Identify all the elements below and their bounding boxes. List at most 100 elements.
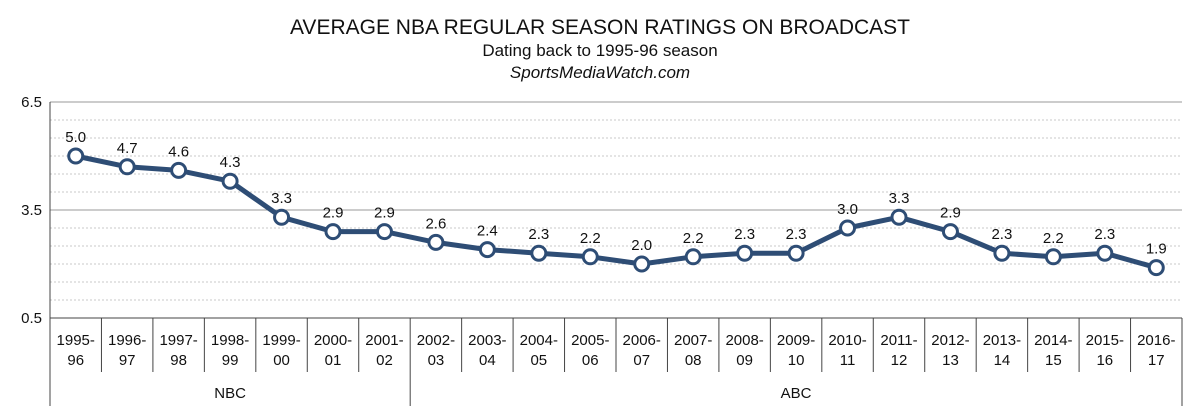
x-tick-label: 2009-: [777, 332, 815, 349]
y-tick-label: 3.5: [21, 202, 42, 219]
y-axis: 6.5 3.5 0.5: [21, 94, 51, 327]
y-tick-label: 0.5: [21, 310, 42, 327]
grid-lines: [50, 101, 1182, 301]
group-label-abc: ABC: [781, 385, 812, 402]
x-tick-label: 1997-: [159, 332, 197, 349]
data-point: [118, 158, 136, 176]
x-tick-label: 96: [67, 352, 84, 369]
x-tick-label: 13: [942, 352, 959, 369]
data-point: [273, 208, 291, 226]
x-tick-label: 2011-: [880, 332, 917, 349]
data-point: [221, 172, 239, 190]
x-axis: 1995- 96 1996- 97 1997- 98 1998- 99 1999- 00 2000-…: [49, 317, 1183, 406]
data-point: [170, 161, 188, 179]
data-point: [324, 223, 342, 241]
x-tick-label: 09: [736, 352, 753, 369]
data-label: 4.3: [220, 154, 241, 171]
data-point: [941, 223, 959, 241]
data-point: [839, 219, 857, 237]
x-tick-label: 01: [325, 352, 342, 369]
x-tick-label: 08: [685, 352, 702, 369]
data-label: 2.3: [1094, 226, 1115, 243]
data-point: [67, 147, 85, 165]
data-point: [1147, 259, 1165, 277]
data-label: 3.0: [837, 201, 858, 218]
data-label: 2.4: [477, 223, 498, 240]
x-tick-label: 04: [479, 352, 496, 369]
x-tick-label: 2003-: [468, 332, 506, 349]
data-label: 5.0: [65, 129, 86, 146]
x-tick-label: 2008-: [725, 332, 763, 349]
x-tick-label: 1996-: [108, 332, 146, 349]
x-tick-label: 2006-: [623, 332, 661, 349]
x-tick-label: 2005-: [571, 332, 609, 349]
data-label: 2.3: [528, 226, 549, 243]
data-series: 5.0 4.7 4.6 4.3 3.3 2.9 2.9 2.6 2.4 2.3 2.2 2.0 2.2 2…: [65, 129, 1167, 277]
data-point: [890, 208, 908, 226]
data-label: 2.2: [580, 230, 601, 247]
data-label: 2.9: [374, 205, 395, 222]
x-tick-label: 17: [1148, 352, 1165, 369]
series-line: [73, 153, 1159, 271]
x-tick-label: 2002-: [417, 332, 455, 349]
data-label: 1.9: [1146, 241, 1167, 258]
x-tick-label: 10: [788, 352, 805, 369]
x-tick-label: 11: [840, 352, 856, 369]
x-tick-label: 12: [891, 352, 908, 369]
x-tick-label: 2014-: [1034, 332, 1072, 349]
x-tick-label: 2015-: [1086, 332, 1124, 349]
x-tick-label: 1999-: [262, 332, 300, 349]
data-label: 2.9: [940, 205, 961, 222]
data-label: 2.3: [786, 226, 807, 243]
data-point: [478, 241, 496, 259]
x-tick-label: 98: [170, 352, 187, 369]
x-tick-label: 2013-: [983, 332, 1021, 349]
data-point: [684, 248, 702, 266]
data-point: [633, 255, 651, 273]
data-point: [993, 244, 1011, 262]
data-label: 4.6: [168, 143, 189, 160]
x-tick-label: 16: [1096, 352, 1113, 369]
data-label: 3.3: [271, 190, 292, 207]
x-tick-label: 2012-: [931, 332, 969, 349]
y-tick-label: 6.5: [21, 94, 42, 111]
data-label: 2.9: [323, 205, 344, 222]
x-tick-label: 2016-: [1137, 332, 1175, 349]
data-label: 4.7: [117, 140, 138, 157]
data-point: [787, 244, 805, 262]
x-tick-label: 03: [428, 352, 445, 369]
x-tick-label: 2004-: [520, 332, 558, 349]
x-tick-label: 99: [222, 352, 239, 369]
x-tick-label: 97: [119, 352, 136, 369]
x-tick-label: 00: [273, 352, 290, 369]
data-point: [427, 233, 445, 251]
data-label: 3.3: [889, 190, 910, 207]
chart-source: SportsMediaWatch.com: [510, 63, 690, 82]
x-tick-label: 2000-: [314, 332, 352, 349]
x-tick-label: 15: [1045, 352, 1062, 369]
x-tick-label: 06: [582, 352, 599, 369]
data-point: [1096, 244, 1114, 262]
data-point: [736, 244, 754, 262]
x-tick-label: 2001-: [365, 332, 403, 349]
x-tick-label: 1995-: [57, 332, 95, 349]
data-label: 2.0: [631, 237, 652, 254]
x-tick-label: 2007-: [674, 332, 712, 349]
x-tick-label: 07: [633, 352, 650, 369]
data-label: 2.3: [991, 226, 1012, 243]
data-label: 2.2: [1043, 230, 1064, 247]
data-point: [1044, 248, 1062, 266]
data-point: [530, 244, 548, 262]
x-tick-label: 2010-: [828, 332, 866, 349]
x-tick-label: 02: [376, 352, 393, 369]
data-point: [375, 223, 393, 241]
data-label: 2.2: [683, 230, 704, 247]
chart-title: AVERAGE NBA REGULAR SEASON RATINGS ON BR…: [290, 16, 910, 39]
data-label: 2.3: [734, 226, 755, 243]
data-point: [581, 248, 599, 266]
x-tick-label: 1998-: [211, 332, 249, 349]
x-tick-label: 14: [994, 352, 1011, 369]
x-tick-label: 05: [530, 352, 547, 369]
